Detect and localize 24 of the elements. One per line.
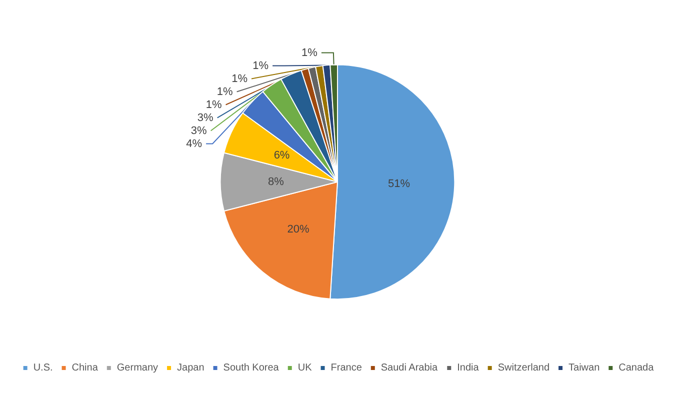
- data-label: 1%: [232, 72, 248, 85]
- data-label: 51%: [388, 178, 410, 190]
- legend-label: Switzerland: [498, 362, 550, 374]
- data-label: 3%: [190, 124, 208, 137]
- data-label: 6%: [274, 150, 290, 162]
- legend-label: UK: [298, 362, 312, 374]
- data-label: 3%: [197, 112, 214, 124]
- legend-label: India: [457, 362, 480, 374]
- legend-label: South Korea: [223, 362, 280, 374]
- data-label: 1%: [216, 86, 234, 98]
- legend-label: Canada: [618, 362, 654, 374]
- data-label: 1%: [302, 46, 318, 59]
- legend-label: China: [72, 362, 98, 374]
- legend-label: U.S.: [33, 362, 53, 374]
- legend-label: Japan: [177, 362, 204, 374]
- legend-label: France: [330, 362, 362, 374]
- data-label: 20%: [287, 223, 310, 236]
- data-label: 1%: [206, 98, 222, 111]
- legend-label: Germany: [116, 362, 158, 374]
- legend-label: Taiwan: [568, 362, 600, 374]
- data-label: 1%: [252, 60, 269, 72]
- data-label: 4%: [186, 138, 202, 150]
- data-label: 8%: [268, 176, 284, 188]
- legend-label: Saudi Arabia: [380, 362, 438, 374]
